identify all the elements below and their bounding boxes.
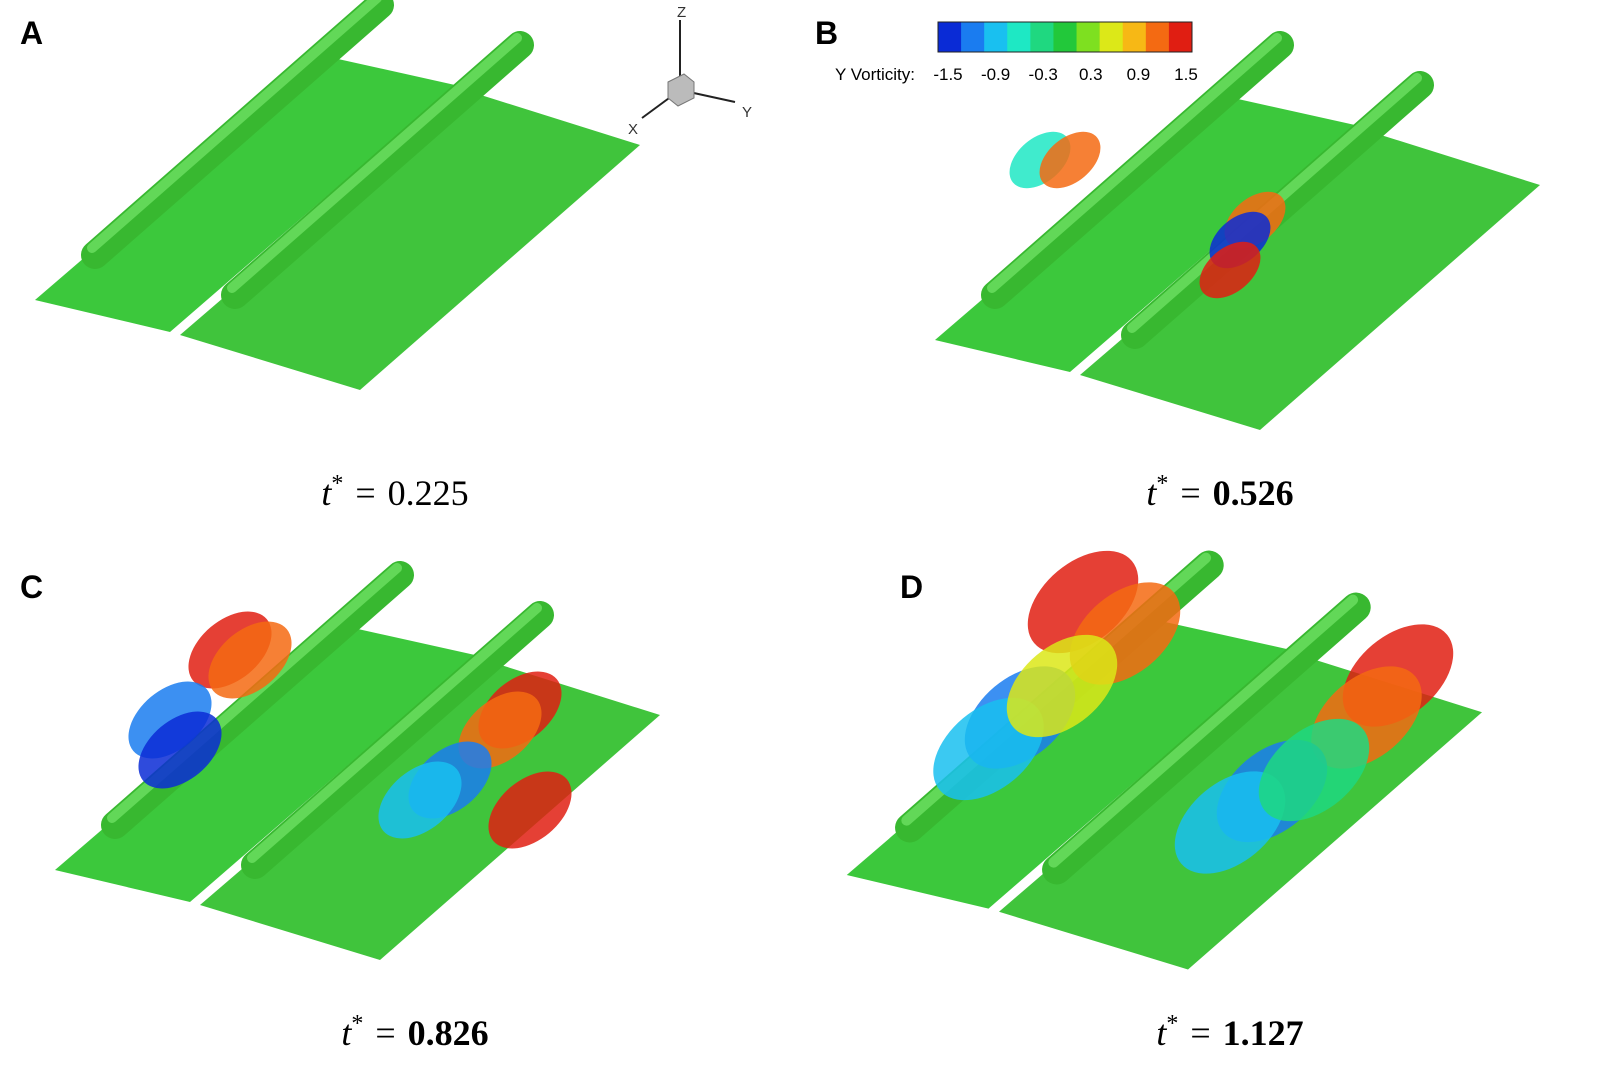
caption-superscript: * [1156, 471, 1168, 497]
vortex-structure [1039, 131, 1101, 189]
caption-value: 0.826 [408, 1013, 489, 1053]
caption-relation: = [1180, 473, 1200, 513]
vortex-structure [488, 771, 572, 849]
caption-relation: = [355, 473, 375, 513]
vortex-structure [1006, 634, 1118, 738]
caption: t* = 1.127 [1156, 1011, 1303, 1053]
colorbar-swatch [1053, 22, 1078, 52]
panel-label: D [900, 569, 923, 605]
caption-symbol: t [341, 1013, 352, 1053]
caption-symbol: t [321, 473, 332, 513]
colorbar-swatch [1076, 22, 1101, 52]
colorbar-title: Y Vorticity: [835, 65, 915, 84]
caption-value: 0.526 [1213, 473, 1294, 513]
cylinder-highlight [247, 603, 542, 863]
cylinder-highlight [987, 33, 1282, 293]
axis-label: Y [742, 104, 752, 121]
caption-superscript: * [351, 1011, 363, 1037]
plate [1080, 130, 1540, 430]
caption-value: 0.225 [388, 473, 469, 513]
colorbar-tick-label: 1.5 [1174, 65, 1198, 84]
simulation-view [35, 0, 640, 390]
caption: t* = 0.826 [341, 1011, 488, 1053]
colorbar-swatch [1145, 22, 1170, 52]
vortex-structure [208, 621, 292, 699]
colorbar-tick-label: 0.9 [1127, 65, 1151, 84]
caption-superscript: * [1166, 1011, 1178, 1037]
axis-label: X [628, 121, 638, 138]
caption-symbol: t [1146, 473, 1157, 513]
panel-label: C [20, 569, 43, 605]
vortex-structure [1174, 771, 1286, 874]
axes-triad: Z Y X [628, 4, 752, 138]
vortex-structure [1258, 718, 1370, 822]
colorbar-tick-label: -1.5 [933, 65, 962, 84]
plate [180, 90, 640, 390]
scenes [35, 0, 1540, 970]
colorbar: Y Vorticity: -1.5 -0.9 -0.3 0.3 0.9 1.5 [835, 21, 1198, 84]
colorbar-swatch [1122, 22, 1147, 52]
caption-relation: = [1190, 1013, 1210, 1053]
caption-superscript: * [331, 471, 343, 497]
vortex-structure [378, 761, 462, 839]
vortex-structure [138, 711, 222, 789]
colorbar-frame [937, 21, 1193, 53]
cylinder [1042, 592, 1371, 885]
colorbar-swatch [938, 22, 962, 52]
plate [935, 95, 1355, 372]
caption: t* = 0.526 [1146, 471, 1293, 513]
colorbar-swatch [1007, 22, 1031, 52]
cylinder-highlight [87, 0, 382, 253]
caption-value: 1.127 [1223, 1013, 1304, 1053]
simulation-view [935, 31, 1540, 430]
caption-symbol: t [1156, 1013, 1167, 1053]
colorbar-swatch [984, 22, 1008, 52]
vortex-structure [1199, 241, 1261, 299]
colorbar-swatch [1168, 22, 1193, 52]
simulation-view [55, 561, 660, 960]
colorbar-tick-label: 0.3 [1079, 65, 1103, 84]
colorbar-swatch [961, 22, 985, 52]
plate [35, 55, 455, 332]
caption: t* = 0.225 [321, 471, 468, 513]
cylinder [221, 31, 534, 309]
cylinder-highlight [1048, 594, 1359, 868]
colorbar-tick-label: -0.3 [1029, 65, 1058, 84]
colorbar-swatch [1099, 22, 1124, 52]
cylinder [981, 31, 1294, 309]
plate [846, 617, 1288, 909]
panel-label: B [815, 15, 838, 51]
axis-label: Z [677, 4, 686, 21]
plate [55, 625, 475, 902]
cylinder-highlight [227, 33, 522, 293]
simulation-view [846, 550, 1482, 970]
colorbar-swatch [1030, 22, 1054, 52]
panel-label: A [20, 15, 43, 51]
cylinder [241, 601, 554, 879]
caption-relation: = [375, 1013, 395, 1053]
colorbar-tick-label: -0.9 [981, 65, 1010, 84]
cylinder [81, 0, 394, 269]
